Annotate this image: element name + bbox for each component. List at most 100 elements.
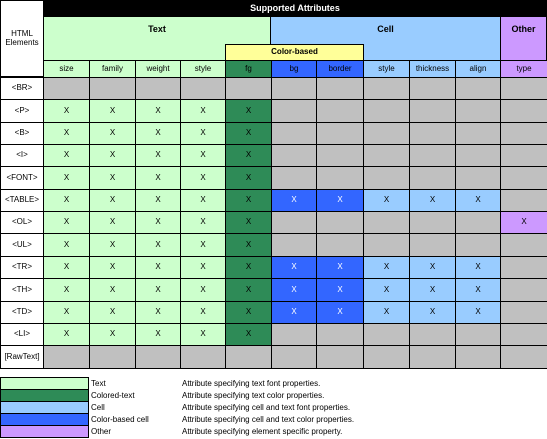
column-header-style: style [180, 60, 226, 78]
supported-cell: X [89, 166, 136, 190]
supported-cell: X [135, 144, 181, 167]
supported-cell: X [43, 211, 90, 234]
column-header-align: align [455, 60, 501, 78]
supported-cell: X [225, 144, 272, 167]
supported-cell: X [135, 166, 181, 190]
unsupported-cell [316, 211, 364, 234]
unsupported-cell [43, 77, 90, 100]
unsupported-cell [271, 323, 317, 346]
unsupported-cell [363, 345, 410, 369]
unsupported-cell [500, 99, 547, 123]
supported-cell: X [43, 122, 90, 145]
unsupported-cell [271, 144, 317, 167]
unsupported-cell [500, 345, 547, 369]
unsupported-cell [271, 122, 317, 145]
column-header-bg: bg [271, 60, 317, 78]
supported-cell: X [180, 211, 226, 234]
unsupported-cell [409, 122, 456, 145]
unsupported-cell [271, 233, 317, 257]
supported-cell: X [135, 211, 181, 234]
supported-cell: X [225, 122, 272, 145]
supported-cell: X [180, 189, 226, 212]
color-based-subheader: Color-based [225, 44, 364, 61]
unsupported-cell [455, 144, 501, 167]
group-text-header: Text [43, 16, 271, 61]
unsupported-cell [455, 77, 501, 100]
unsupported-cell [135, 77, 181, 100]
unsupported-cell [455, 122, 501, 145]
unsupported-cell [180, 345, 226, 369]
unsupported-cell [363, 144, 410, 167]
unsupported-cell [363, 99, 410, 123]
unsupported-cell [409, 144, 456, 167]
unsupported-cell [500, 122, 547, 145]
unsupported-cell [180, 77, 226, 100]
unsupported-cell [271, 99, 317, 123]
supported-cell: X [89, 233, 136, 257]
unsupported-cell [316, 99, 364, 123]
supported-cell: X [316, 301, 364, 324]
unsupported-cell [316, 166, 364, 190]
row-label: <BR> [0, 77, 44, 100]
legend-description: Attribute specifying text color properti… [182, 391, 325, 400]
supported-cell: X [180, 323, 226, 346]
supported-cell: X [135, 323, 181, 346]
supported-cell: X [271, 256, 317, 279]
unsupported-cell [409, 166, 456, 190]
row-label: [RawText] [0, 345, 44, 369]
row-label: <I> [0, 144, 44, 167]
column-header-border: border [316, 60, 364, 78]
supported-cell: X [135, 189, 181, 212]
unsupported-cell [271, 166, 317, 190]
unsupported-cell [500, 256, 547, 279]
supported-cell: X [409, 278, 456, 302]
supported-cell: X [43, 144, 90, 167]
unsupported-cell [500, 77, 547, 100]
supported-cell: X [363, 278, 410, 302]
supported-cell: X [409, 189, 456, 212]
supported-cell: X [89, 256, 136, 279]
unsupported-cell [316, 345, 364, 369]
supported-cell: X [363, 301, 410, 324]
column-header-type: type [500, 60, 547, 78]
supported-cell: X [89, 301, 136, 324]
unsupported-cell [363, 211, 410, 234]
row-label: <P> [0, 99, 44, 123]
supported-cell: X [43, 233, 90, 257]
column-header-weight: weight [135, 60, 181, 78]
unsupported-cell [500, 189, 547, 212]
unsupported-cell [89, 345, 136, 369]
unsupported-cell [271, 77, 317, 100]
unsupported-cell [455, 166, 501, 190]
row-label: <TABLE> [0, 189, 44, 212]
supported-cell: X [225, 233, 272, 257]
supported-cell: X [89, 122, 136, 145]
supported-cell: X [455, 256, 501, 279]
row-label: <TH> [0, 278, 44, 302]
supported-cell: X [43, 166, 90, 190]
unsupported-cell [363, 122, 410, 145]
column-header-fg: fg [225, 60, 272, 78]
supported-cell: X [135, 233, 181, 257]
supported-cell: X [316, 256, 364, 279]
supported-cell: X [135, 99, 181, 123]
column-header-style-cell: style [363, 60, 410, 78]
unsupported-cell [500, 323, 547, 346]
supported-cell: X [180, 301, 226, 324]
unsupported-cell [455, 211, 501, 234]
row-label: <UL> [0, 233, 44, 257]
supported-cell: X [271, 301, 317, 324]
unsupported-cell [455, 345, 501, 369]
supported-cell: X [225, 99, 272, 123]
supported-cell: X [180, 278, 226, 302]
unsupported-cell [455, 233, 501, 257]
supported-cell: X [455, 301, 501, 324]
supported-cell: X [225, 301, 272, 324]
unsupported-cell [500, 278, 547, 302]
supported-cell: X [225, 278, 272, 302]
supported-cell: X [135, 256, 181, 279]
unsupported-cell [409, 77, 456, 100]
supported-cell: X [180, 144, 226, 167]
unsupported-cell [316, 77, 364, 100]
legend-name: Text [91, 379, 106, 388]
